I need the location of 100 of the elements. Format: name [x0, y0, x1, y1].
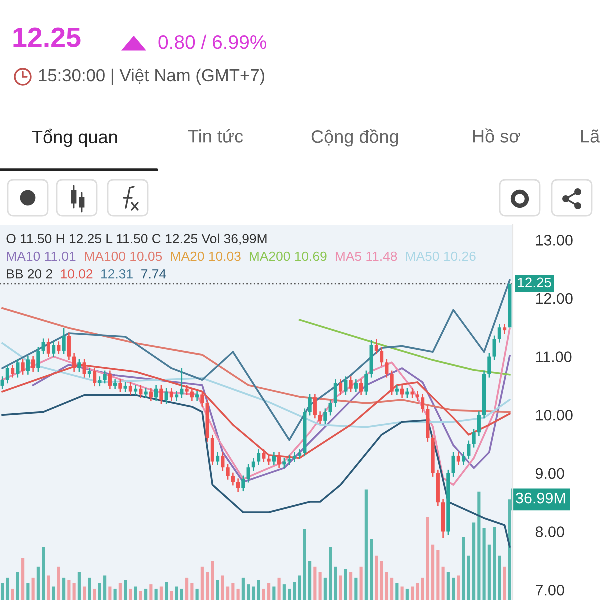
bar: [282, 584, 286, 600]
text: Tin tức: [188, 129, 244, 143]
candlestick: [380, 346, 384, 367]
candlestick: [32, 356, 36, 373]
bar: [242, 578, 245, 600]
bar: [52, 586, 56, 600]
text: 12.31: [102, 269, 133, 279]
candlestick: [360, 378, 364, 396]
candlestick: [210, 434, 214, 466]
bar: [426, 517, 430, 600]
candlestick: [118, 378, 122, 394]
candlestick: [72, 352, 76, 373]
bar: [432, 544, 435, 600]
candlestick: [395, 384, 399, 396]
line-series: [2, 307, 511, 414]
bar: [360, 566, 363, 600]
bar: [139, 591, 142, 600]
bar: [396, 583, 399, 600]
candlestick: [93, 367, 97, 388]
candlestick: [36, 346, 40, 373]
bar: [457, 576, 460, 600]
line-series: [2, 364, 511, 460]
bar: [324, 578, 327, 600]
candlestick: [488, 352, 492, 378]
candlestick: [26, 356, 30, 376]
text: 15:30:00 | Việt Nam (GMT+7): [39, 68, 264, 86]
bar: [462, 537, 466, 600]
bar: [288, 588, 292, 600]
candlestick: [318, 411, 322, 426]
bar: [493, 527, 496, 600]
bar: [150, 584, 153, 600]
candlestick: [196, 390, 200, 402]
bar: [329, 547, 332, 600]
bar: [144, 588, 148, 600]
candlestick: [185, 384, 189, 396]
bar: [170, 591, 174, 600]
candlestick: [103, 370, 107, 384]
candlestick: [42, 338, 46, 356]
candlestick: [0, 376, 4, 390]
bar: [400, 586, 404, 600]
candlestick: [339, 378, 343, 396]
candlestick: [160, 384, 164, 405]
bar: [446, 572, 450, 600]
bar: [11, 588, 14, 600]
bar: [385, 572, 388, 600]
text: MA10 11.01: [7, 252, 76, 262]
bar: [98, 583, 102, 600]
line-series: [2, 394, 511, 548]
bar: [293, 582, 296, 600]
bar: [272, 586, 276, 600]
bar: [314, 566, 317, 600]
candlestick: [231, 472, 235, 486]
text: Cộng đồng: [312, 129, 398, 147]
bar: [262, 588, 266, 600]
bar: [390, 578, 394, 600]
bar: [26, 583, 30, 600]
bar: [247, 584, 250, 600]
candlestick: [503, 324, 507, 335]
candlestick: [390, 370, 394, 396]
candlestick: [57, 341, 61, 356]
bar: [268, 583, 271, 600]
candlestick: [292, 452, 296, 463]
bar: [83, 586, 86, 600]
bar: [416, 583, 420, 600]
bar: [57, 566, 60, 600]
candlestick: [16, 358, 20, 378]
text: 7.74: [142, 270, 166, 279]
y-tick-label: 7.00: [536, 584, 564, 596]
candlestick: [467, 440, 471, 460]
bar: [134, 586, 138, 600]
bar: [298, 576, 302, 600]
bar: [93, 588, 96, 600]
bar: [236, 588, 240, 600]
bar: [32, 578, 35, 600]
bar: [68, 580, 71, 600]
candlestick: [313, 394, 317, 420]
bar: [88, 578, 92, 600]
candlestick: [308, 394, 312, 416]
bar: [16, 572, 20, 600]
candlestick: [344, 376, 348, 396]
candlestick: [328, 399, 332, 416]
candlestick: [400, 384, 404, 399]
bar: [482, 528, 486, 600]
bar: [6, 578, 10, 600]
candlestick: [52, 341, 56, 358]
bar: [1, 583, 4, 600]
candlestick: [421, 394, 425, 414]
bar: [78, 572, 81, 600]
candlestick: [246, 463, 250, 484]
bar: [380, 561, 384, 600]
candlestick: [108, 370, 112, 390]
candlestick: [67, 332, 71, 361]
candlestick: [128, 382, 132, 396]
candlestick: [462, 452, 466, 466]
annotation: BB 20 2: [7, 269, 52, 279]
bar: [196, 588, 199, 600]
y-tick-label: 9.00: [536, 468, 564, 480]
candlestick: [278, 452, 282, 469]
bar: [72, 583, 76, 600]
candlestick: [242, 475, 246, 492]
